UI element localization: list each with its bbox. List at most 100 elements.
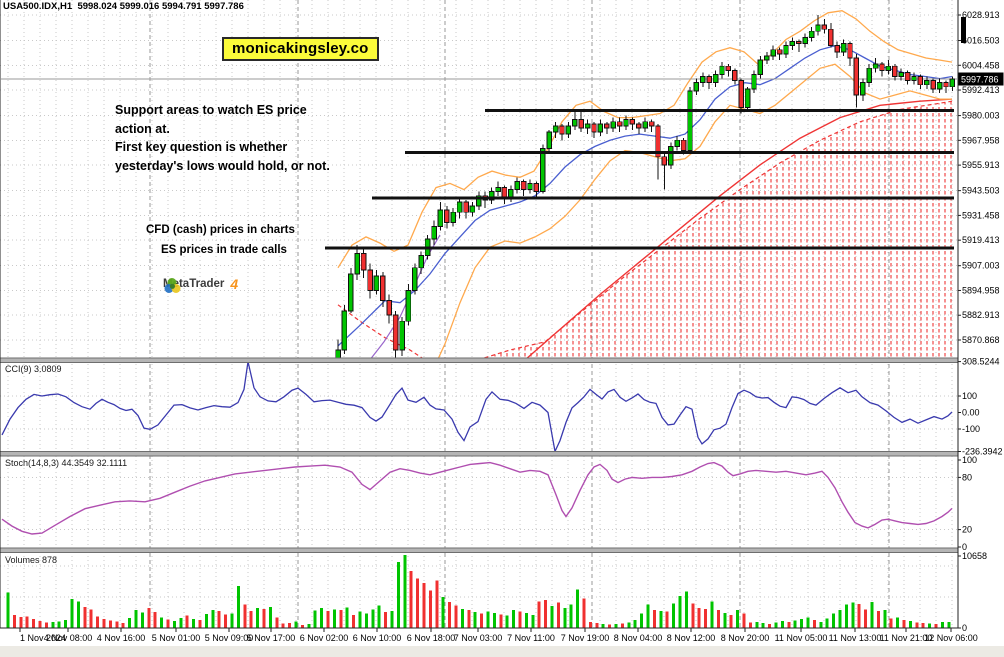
stochastic-pane[interactable] bbox=[1, 461, 953, 535]
volume-bar bbox=[678, 595, 682, 628]
volume-bar bbox=[204, 613, 208, 628]
volume-bar bbox=[627, 622, 631, 628]
volume-bar bbox=[300, 624, 304, 628]
grid-lines bbox=[0, 0, 958, 628]
volume-bar bbox=[806, 617, 810, 628]
y-axis-label: 5943.503 bbox=[962, 186, 1000, 196]
volume-bar bbox=[371, 609, 375, 628]
pane-separator[interactable] bbox=[0, 357, 1004, 363]
watermark-badge: monicakingsley.co bbox=[222, 37, 379, 61]
volume-bar bbox=[620, 623, 624, 628]
volume-bar bbox=[364, 613, 368, 628]
candle bbox=[418, 254, 424, 269]
candle bbox=[924, 80, 930, 86]
pane-separator[interactable] bbox=[0, 547, 1004, 553]
y-axis-label: 6016.503 bbox=[962, 36, 1000, 46]
volume-bar bbox=[236, 586, 240, 628]
cfd-note: CFD (cash) prices in charts bbox=[146, 224, 295, 236]
candle bbox=[642, 121, 648, 129]
candle bbox=[712, 74, 719, 84]
volume-bar bbox=[774, 622, 778, 628]
volume-bar bbox=[768, 623, 772, 628]
main-price-pane[interactable] bbox=[0, 10, 958, 441]
candle bbox=[405, 289, 412, 322]
volume-bar bbox=[38, 621, 42, 628]
volume-bar bbox=[211, 609, 215, 628]
pane-separator[interactable] bbox=[0, 451, 1004, 457]
volume-bar bbox=[646, 604, 650, 628]
candle bbox=[527, 182, 533, 191]
volume-bar bbox=[531, 614, 535, 628]
volumes-pane[interactable] bbox=[6, 555, 951, 628]
volume-bar bbox=[448, 601, 452, 628]
volume-bar bbox=[19, 617, 23, 628]
candle bbox=[392, 314, 399, 351]
volume-bar bbox=[550, 606, 554, 628]
volume-bar bbox=[902, 619, 906, 628]
volume-bar bbox=[563, 608, 567, 628]
volume-bar bbox=[153, 611, 157, 628]
volume-bar bbox=[915, 622, 919, 628]
volume-bar bbox=[307, 624, 311, 628]
y-axis-label: 5907.003 bbox=[962, 261, 1000, 271]
volume-bar bbox=[480, 613, 484, 628]
metatrader-brand-number: 4 bbox=[230, 276, 239, 292]
volume-bar bbox=[217, 611, 221, 628]
candle bbox=[898, 71, 904, 77]
support-note-line: action at. bbox=[115, 121, 170, 136]
candle bbox=[501, 187, 508, 199]
candle bbox=[764, 55, 770, 61]
volume-bar bbox=[320, 608, 324, 628]
volume-bar bbox=[179, 618, 183, 628]
x-axis-label: 8 Nov 20:00 bbox=[721, 633, 770, 643]
volume-bar bbox=[800, 619, 804, 628]
candle bbox=[930, 80, 936, 90]
volume-bar bbox=[793, 620, 797, 628]
y-axis-label: 5894.958 bbox=[962, 285, 1000, 295]
candle bbox=[444, 209, 450, 223]
y-axis-label: 100 bbox=[962, 391, 977, 401]
candle bbox=[815, 24, 821, 32]
candle bbox=[604, 123, 610, 129]
candle bbox=[584, 123, 591, 129]
support-note-line: yesterday's lows would hold, or not. bbox=[115, 158, 330, 173]
x-axis-label: 4 Nov 08:00 bbox=[44, 633, 93, 643]
volume-bar bbox=[428, 590, 432, 628]
x-axis-label: 6 Nov 10:00 bbox=[353, 633, 402, 643]
support-lines[interactable] bbox=[325, 108, 954, 250]
volume-bar bbox=[352, 614, 356, 628]
volume-bar bbox=[665, 611, 669, 628]
y-axis-label: -236.3942 bbox=[962, 447, 1003, 457]
candle bbox=[847, 43, 853, 59]
volume-bar bbox=[633, 619, 637, 628]
candle bbox=[476, 195, 482, 207]
volume-bar bbox=[102, 618, 106, 628]
metatrader-brand: MetaTrader 4 bbox=[163, 276, 239, 293]
candle bbox=[629, 119, 636, 125]
cci-pane[interactable] bbox=[1, 362, 953, 452]
candle bbox=[719, 65, 725, 75]
candle bbox=[866, 67, 872, 84]
candle bbox=[725, 65, 732, 71]
volume-bar bbox=[172, 620, 176, 628]
volume-bar bbox=[512, 610, 516, 628]
volume-bar bbox=[332, 609, 336, 628]
es-note: ES prices in trade calls bbox=[161, 244, 287, 256]
current-price-text: 5997.786 bbox=[961, 75, 999, 85]
volume-bar bbox=[192, 618, 196, 628]
volume-bar bbox=[460, 608, 464, 628]
volume-bar bbox=[384, 612, 388, 628]
candle bbox=[386, 300, 392, 316]
volume-bar bbox=[243, 604, 247, 628]
volume-bar bbox=[544, 599, 548, 628]
candle bbox=[840, 43, 847, 53]
candle bbox=[808, 30, 815, 38]
volume-bar bbox=[396, 562, 400, 628]
candle bbox=[610, 121, 616, 129]
candle bbox=[520, 180, 527, 191]
volume-bar bbox=[870, 601, 874, 628]
volume-bar bbox=[70, 599, 74, 628]
